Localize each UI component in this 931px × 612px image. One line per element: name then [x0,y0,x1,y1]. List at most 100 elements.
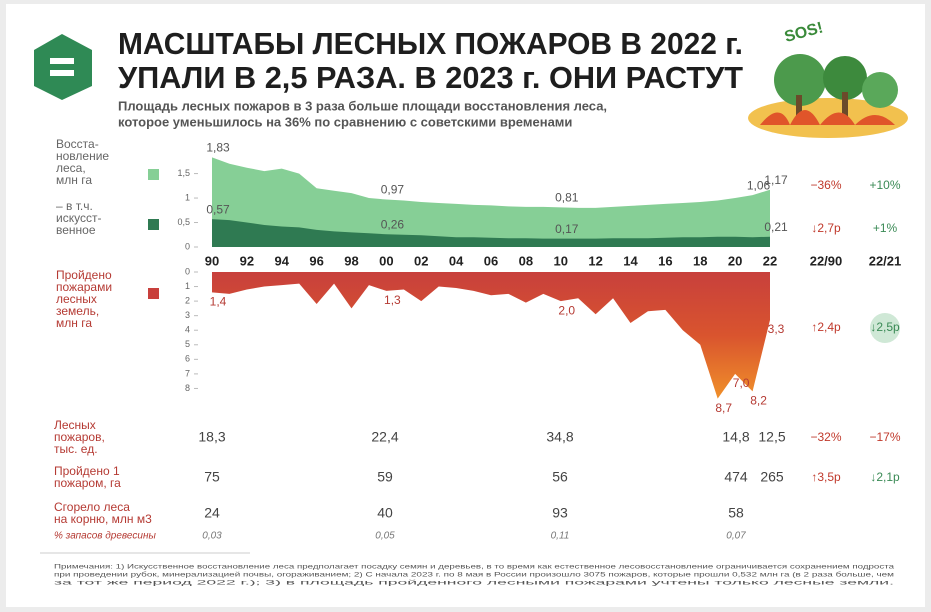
row-label: на корню, млн м3 [54,512,152,526]
x-tick-label: 06 [484,253,498,268]
subtitle: которое уменьшилось на 36% по сравнению … [118,114,572,129]
cell: 75 [204,469,220,485]
row-label: Сгорело леса [54,500,130,514]
series-label: леса, [56,161,86,175]
value-label: 0,81 [555,191,579,205]
y-tick-label: 6 [185,354,190,364]
cell: 59 [377,469,393,485]
value-label: 3,3 [768,322,785,336]
series-label: новление [56,149,109,163]
area [212,272,770,399]
series-label: искусст- [56,211,101,225]
y-tick-label: 7 [185,368,190,378]
y-tick-label: 1 [185,192,190,202]
cell: 24 [204,505,220,521]
change-value: +10% [869,178,900,192]
y-tick-label: 0,5 [177,217,190,227]
change-value: −36% [810,178,841,192]
x-tick-label: 08 [519,253,533,268]
x-tick-label: 10 [554,253,568,268]
area [212,219,770,247]
value-label: 1,4 [210,295,227,309]
y-tick-label: 2 [185,295,190,305]
cell: 14,8 [722,429,749,445]
value-label: 0,21 [764,220,788,234]
cell: 265 [760,469,784,485]
series-label: млн га [56,316,92,330]
value-label: 8,7 [715,401,732,415]
value-label: 0,26 [381,217,405,231]
series-label: Восста- [56,137,99,151]
row-sublabel: % запасов древесины [54,531,156,542]
cell: 93 [552,505,568,521]
sub-cell: 0,05 [375,531,395,542]
y-tick-label: 0 [185,241,190,251]
x-tick-label: 02 [414,253,428,268]
change-value: ↓2,7р [811,221,841,235]
series-label: – в т.ч. [56,199,93,213]
x-tick-label: 20 [728,253,742,268]
series-label: венное [56,223,96,237]
cell: 12,5 [758,429,785,445]
cell: −17% [869,430,900,444]
column-header: 22/21 [869,253,902,268]
series-label: Пройдено [56,268,112,282]
cell: ↓2,1р [870,470,900,484]
value-label: 8,2 [750,394,767,408]
x-tick-label: 98 [344,253,358,268]
sub-cell: 0,07 [726,531,746,542]
y-tick-label: 1,5 [177,168,190,178]
x-tick-label: 94 [275,253,290,268]
x-tick-label: 04 [449,253,464,268]
area [212,157,770,247]
y-tick-label: 4 [185,325,190,335]
sub-cell: 0,11 [551,531,570,542]
change-value: ↓2,5р [870,320,900,334]
value-label: 0,97 [381,183,405,197]
cell: 18,3 [198,429,225,445]
cell: 474 [724,469,748,485]
cell: 56 [552,469,568,485]
value-label: 7,0 [733,376,750,390]
y-tick-label: 0 [185,266,190,276]
series-label: лесных [56,292,97,306]
x-tick-label: 90 [205,253,219,268]
value-label: 0,17 [555,222,579,236]
highlight [870,313,900,343]
subtitle: Площадь лесных пожаров в 3 раза больше п… [118,98,607,113]
x-tick-label: 16 [658,253,672,268]
column-header: 22/90 [810,253,843,268]
x-tick-label: 18 [693,253,707,268]
note: Примечания: 1) Искусственное восстановле… [54,565,895,571]
y-tick-label: 5 [185,339,190,349]
value-label: 2,0 [558,303,575,317]
sub-cell: 0,03 [202,531,222,542]
legend-swatch [148,169,159,180]
value-label: 1,06 [747,178,771,192]
y-tick-label: 1 [185,281,190,291]
note: за тот же период 2022 г.); 3) в площадь … [54,580,895,587]
x-tick-label: 12 [588,253,602,268]
row-label: тыс. ед. [54,442,98,456]
note: при проведении рубок, минерализацией поч… [54,572,894,579]
series-label: пожарами [56,280,112,294]
series-label: млн га [56,173,92,187]
cell: ↑3,5р [811,470,841,484]
row-label: Лесных [54,418,96,432]
logo [34,34,92,100]
illustration [748,54,908,138]
x-tick-label: 96 [309,253,323,268]
x-tick-label: 00 [379,253,393,268]
value-label: 1,83 [206,141,230,155]
change-value: ↑2,4р [811,320,841,334]
y-tick-label: 8 [185,383,190,393]
title: УПАЛИ В 2,5 РАЗА. В 2023 г. ОНИ РАСТУТ [118,60,743,95]
value-label: 1,17 [764,173,788,187]
row-label: Пройдено 1 [54,464,120,478]
x-tick-label: 92 [240,253,254,268]
legend-swatch [148,219,159,230]
row-label: пожаром, га [54,476,121,490]
legend-swatch [148,288,159,299]
